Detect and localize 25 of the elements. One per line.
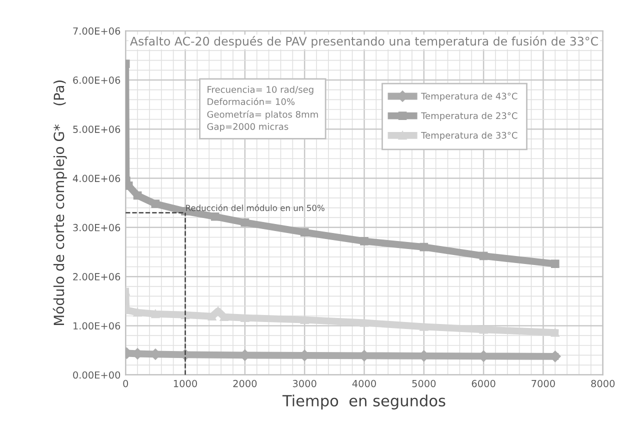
x-tick-label: 0: [123, 380, 128, 388]
legend-label: Temperatura de 43°C: [421, 92, 518, 102]
y-tick-label: 2.00E+06: [73, 273, 120, 280]
x-tick-label: 1000: [174, 380, 197, 388]
x-tick-label: 2000: [233, 380, 257, 388]
y-tick-label: 6.00E+06: [73, 76, 120, 84]
y-tick-label: 7.00E+06: [73, 27, 120, 35]
y-axis-title: Módulo de corte complejo G* (Pa): [52, 80, 67, 326]
annotation: Reducción del módulo en un 50%: [186, 204, 324, 212]
chart-title: Asfalto AC-20 después de PAV presentando una temperatura de fusión de 33°C: [130, 36, 598, 48]
legend-label: Temperatura de 23°C: [421, 112, 518, 121]
y-tick-label: 0.00E+00: [73, 371, 120, 379]
x-tick-label: 3000: [292, 380, 316, 388]
x-tick-label: 8000: [591, 380, 615, 388]
x-tick-label: 7000: [532, 380, 555, 388]
y-tick-label: 5.00E+06: [73, 126, 120, 133]
x-tick-label: 5000: [412, 380, 436, 388]
y-tick-label: 4.00E+06: [72, 174, 120, 182]
y-tick-label: 3.00E+06: [73, 224, 120, 232]
y-tick-label: 1.00E+06: [74, 322, 120, 330]
x-axis-title: Tiempo en segundos: [282, 394, 446, 410]
legend-label: Temperatura de 33°C: [421, 132, 518, 140]
x-tick-label: 6000: [472, 380, 496, 388]
x-tick-label: 4000: [352, 380, 376, 388]
annotation: Frecuencia= 10 rad/seg Deformación= 10% Geometría= platos 8mm Gap=2000 micras: [207, 86, 318, 132]
